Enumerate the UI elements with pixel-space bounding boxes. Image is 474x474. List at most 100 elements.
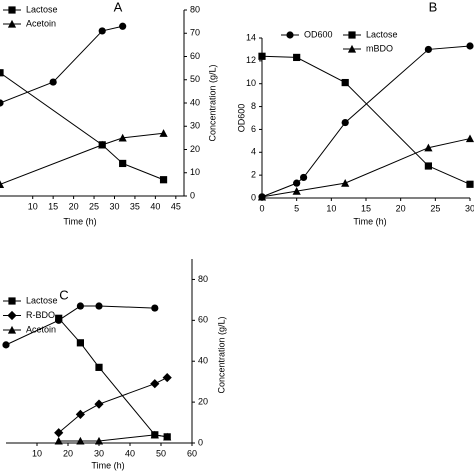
marker	[94, 399, 104, 409]
marker	[7, 325, 17, 334]
x-tick-label: 20	[69, 201, 79, 211]
y-tick-label: 0	[190, 190, 195, 200]
y-tick-label: 10	[190, 167, 200, 177]
legend-label: OD600	[304, 29, 333, 39]
x-tick-label: 20	[396, 203, 406, 213]
marker	[0, 180, 5, 188]
marker	[466, 180, 474, 188]
x-tick-label: 60	[187, 448, 197, 458]
x-axis-label: Time (h)	[353, 216, 386, 226]
y-tick-label: 70	[190, 28, 200, 38]
x-tick-label: 35	[130, 201, 140, 211]
marker	[151, 304, 159, 312]
x-tick-label: 45	[171, 201, 181, 211]
marker	[119, 22, 127, 30]
x-tick-label: 40	[125, 448, 135, 458]
marker	[98, 27, 106, 35]
marker	[348, 31, 356, 39]
marker	[466, 42, 474, 50]
marker	[424, 162, 432, 170]
series-line	[0, 132, 164, 185]
y-tick-label: 14	[246, 32, 256, 42]
marker	[286, 31, 294, 39]
marker	[159, 176, 168, 184]
y-tick-label: 60	[198, 315, 208, 325]
marker	[54, 436, 63, 445]
marker	[150, 379, 160, 389]
y-tick-label: 50	[190, 74, 200, 84]
x-tick-label: 10	[32, 448, 42, 458]
marker	[293, 179, 301, 187]
marker	[465, 134, 474, 143]
legend-label: Lactose	[26, 4, 58, 14]
series-line	[261, 55, 471, 185]
y-tick-label: 20	[190, 144, 200, 154]
marker	[55, 314, 63, 322]
x-tick-label: 50	[156, 448, 166, 458]
panel-title: A	[114, 0, 123, 14]
y-tick-label: 2	[251, 170, 256, 180]
series-line	[261, 45, 471, 198]
series-line	[58, 434, 168, 442]
marker	[95, 302, 103, 310]
x-tick-label: 30	[465, 203, 474, 213]
series-line	[261, 138, 471, 198]
x-axis-label: Time (h)	[63, 216, 96, 226]
marker	[54, 428, 64, 438]
marker	[292, 187, 301, 195]
marker	[95, 363, 103, 371]
marker	[257, 192, 267, 201]
marker	[258, 52, 266, 60]
legend-label: mBDO	[366, 43, 393, 53]
panel-title: C	[59, 287, 68, 302]
legend-label: Lactose	[26, 295, 58, 305]
series-line	[0, 72, 164, 181]
marker	[94, 436, 104, 445]
x-axis-label: Time (h)	[91, 460, 124, 470]
marker	[424, 45, 432, 54]
x-tick-label: 5	[294, 203, 299, 213]
marker	[76, 436, 85, 445]
y-tick-label: 60	[190, 51, 200, 61]
series-line	[0, 25, 123, 104]
y-tick-label: 30	[190, 121, 200, 131]
marker	[341, 78, 349, 87]
marker	[347, 44, 357, 53]
y-tick-label: 0	[251, 192, 256, 202]
series-line	[58, 377, 168, 434]
legend-label: R-BDO	[26, 310, 55, 320]
marker	[159, 129, 168, 137]
y-axis-label: Concentration (g/L)	[216, 316, 226, 393]
legend-label: Lactose	[366, 29, 398, 39]
y-tick-label: 80	[190, 4, 200, 14]
y-tick-label: 8	[251, 101, 256, 111]
panel-title: B	[429, 0, 438, 14]
marker	[76, 339, 84, 347]
y-tick-label: 10	[246, 78, 256, 88]
marker	[8, 297, 16, 305]
legend-label: Acetoin	[26, 18, 56, 28]
x-tick-label: 0	[259, 203, 264, 213]
x-tick-label: 25	[430, 203, 440, 213]
legend-label: Acetoin	[26, 324, 56, 334]
marker	[8, 6, 16, 14]
y-tick-label: 40	[190, 97, 200, 107]
x-tick-label: 40	[150, 201, 160, 211]
marker	[49, 78, 57, 86]
marker	[2, 341, 10, 349]
x-tick-label: 10	[326, 203, 336, 213]
marker	[0, 69, 4, 77]
marker	[300, 173, 308, 182]
marker	[424, 143, 433, 152]
marker	[150, 430, 159, 439]
y-tick-label: 0	[198, 437, 203, 447]
marker	[341, 118, 349, 127]
marker	[163, 432, 172, 441]
x-tick-label: 30	[109, 201, 119, 211]
y-tick-label: 80	[198, 274, 208, 284]
marker	[119, 159, 127, 168]
marker	[341, 179, 350, 187]
y-tick-label: 20	[198, 396, 208, 406]
marker	[75, 409, 85, 419]
